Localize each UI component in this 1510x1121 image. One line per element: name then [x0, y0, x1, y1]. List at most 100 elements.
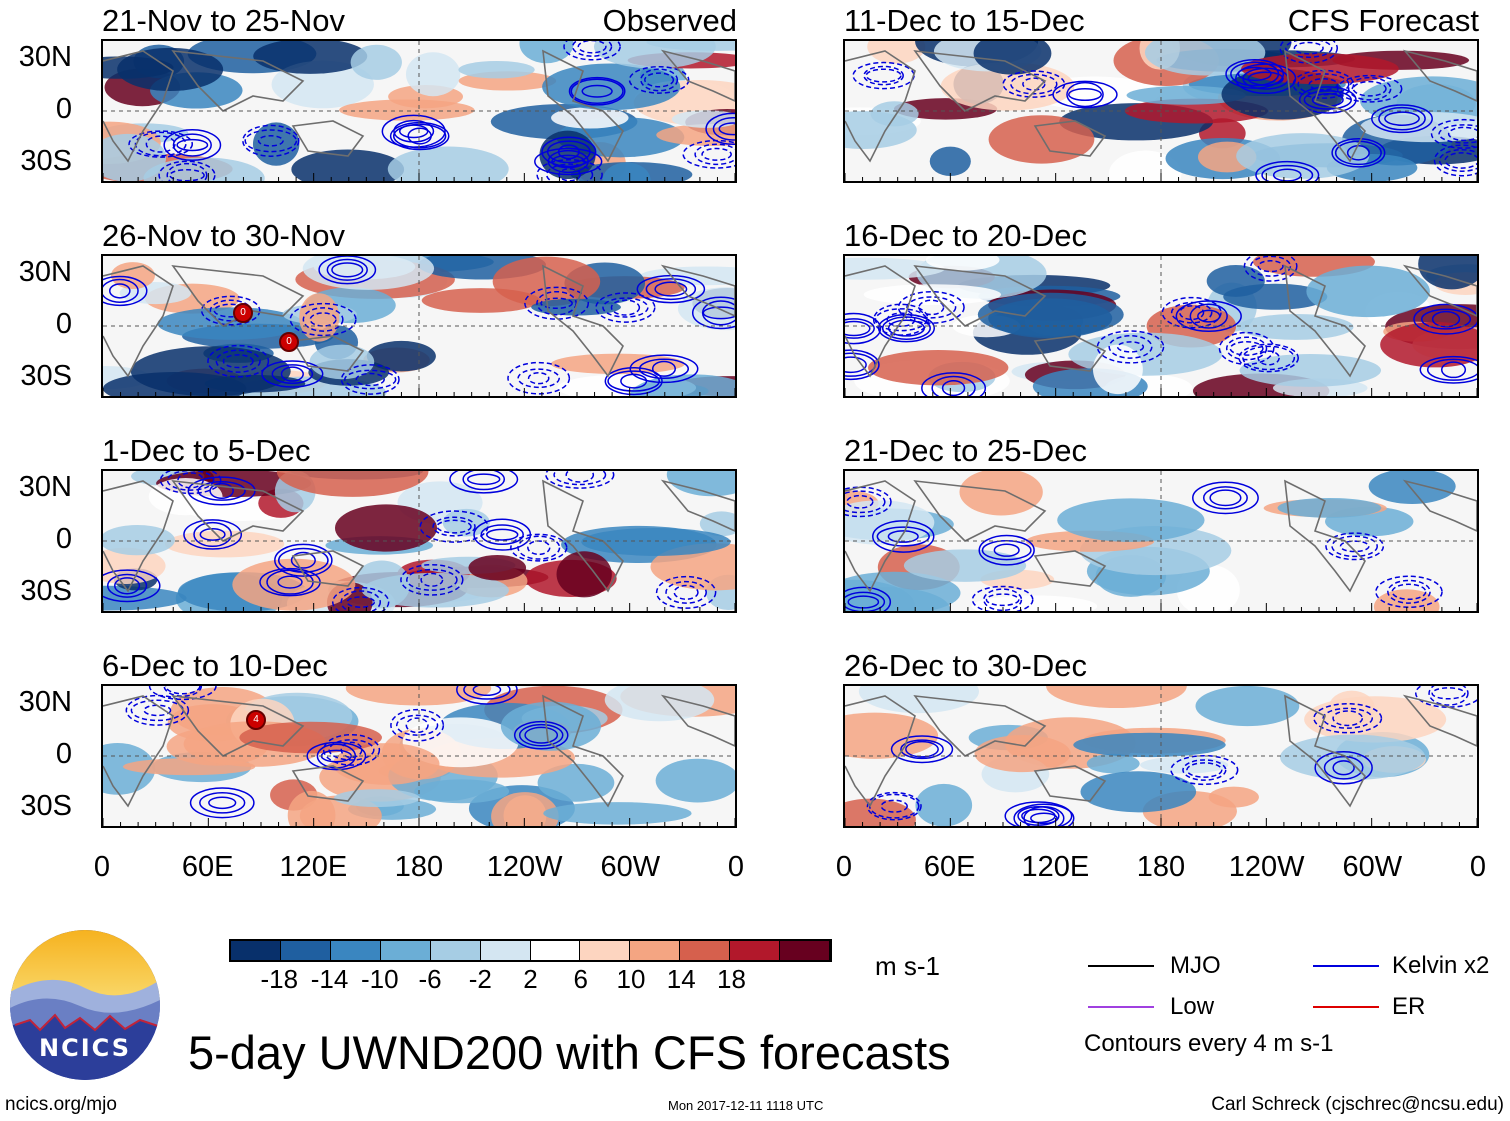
x-tick-label: 0 [727, 851, 745, 883]
kelvin-contour [507, 361, 571, 395]
anomaly-shade [492, 256, 601, 307]
kelvin-contour [604, 367, 663, 396]
kelvin-contour [463, 686, 511, 700]
coastline [660, 479, 735, 532]
coastline [1284, 479, 1366, 593]
legend-mjo: MJO [1170, 952, 1221, 979]
kelvin-contour [1179, 305, 1205, 321]
kelvin-contour [1431, 687, 1466, 700]
kelvin-contour [277, 575, 303, 589]
kelvin-contour [1387, 579, 1431, 604]
anomaly-shade [556, 551, 612, 598]
colorbar-swatch [680, 941, 731, 960]
colorbar-swatch [380, 941, 431, 960]
anomaly-shade [103, 525, 175, 556]
anomaly-shade [1080, 771, 1197, 813]
kelvin-contour [261, 360, 324, 388]
colorbar-level-label: 6 [573, 964, 588, 994]
coastline [171, 265, 305, 327]
coastline [1284, 694, 1366, 808]
kelvin-contour [1303, 90, 1352, 110]
kelvin-contour [941, 380, 966, 396]
kelvin-contour [159, 471, 222, 495]
storm-marker: 0 [233, 303, 253, 323]
x-tick-label: 120W [1228, 851, 1305, 883]
y-tick-label: 30N [18, 471, 72, 503]
anomaly-shade [973, 41, 1052, 75]
kelvin-contour [114, 577, 141, 595]
anomaly-shade [1239, 354, 1382, 387]
colorbar-level-label: -2 [468, 964, 492, 994]
kelvin-contour [645, 278, 697, 301]
panel-title-obs-3: 1-Dec to 5-Dec [102, 433, 311, 468]
kelvin-contour [1229, 341, 1264, 356]
kelvin-contour [1192, 481, 1259, 515]
x-tick-label: 120E [1021, 851, 1090, 883]
kelvin-contour [640, 68, 679, 92]
y-tick-label: 30N [18, 41, 72, 73]
logo-text: NCICS [39, 1034, 131, 1062]
kelvin-contour [1438, 124, 1477, 144]
kelvin-contour [1238, 343, 1299, 373]
contour-note: Contours every 4 m s-1 [1084, 1030, 1334, 1057]
kelvin-contour [581, 84, 613, 98]
anomaly-shade [858, 686, 979, 714]
kelvin-contour [398, 124, 429, 139]
kelvin-contour [344, 369, 397, 390]
anomaly-shade [491, 792, 559, 826]
kelvin-contour [106, 573, 148, 598]
coastline [1033, 335, 1107, 372]
kelvin-contour [1419, 355, 1477, 384]
anomaly-shade [1238, 314, 1354, 340]
kelvin-contour [318, 256, 377, 285]
anomaly-shade [302, 256, 435, 290]
kelvin-contour [845, 490, 886, 514]
coastline [913, 480, 1047, 542]
anomaly-shade [103, 585, 187, 611]
kelvin-contour [983, 588, 1023, 611]
colorbar-level-label: -10 [360, 964, 399, 994]
kelvin-contour [610, 299, 641, 316]
footer-timestamp: Mon 2017-12-11 1118 UTC [668, 1098, 824, 1113]
anomaly-shade [1368, 471, 1456, 504]
map-panel-obs-1 [101, 39, 737, 183]
kelvin-contour [331, 262, 364, 278]
anomaly-shade [287, 790, 336, 826]
kelvin-contour [472, 686, 502, 697]
kelvin-contour [197, 480, 246, 501]
coastline [542, 49, 624, 163]
kelvin-contour [346, 596, 376, 608]
coastline [1402, 264, 1477, 317]
anomaly-shade [925, 256, 1000, 271]
coastline [660, 264, 735, 317]
legend-line-kelvin [1313, 965, 1379, 967]
kelvin-contour [1431, 310, 1461, 328]
kelvin-contour [242, 124, 300, 157]
kelvin-contour [1052, 80, 1118, 109]
coastline [291, 335, 365, 372]
y-tick-label: 30S [20, 145, 72, 177]
anomaly-shade [387, 146, 509, 181]
kelvin-contour [1257, 260, 1284, 273]
kelvin-contour [189, 787, 255, 819]
kelvin-contour [1030, 812, 1058, 825]
kelvin-contour [540, 297, 573, 310]
kelvin-contour [1352, 80, 1387, 97]
colorbar-swatch [430, 941, 481, 960]
map-panel-obs-3 [101, 469, 737, 613]
kelvin-contour [1293, 41, 1324, 55]
anomaly-shade [309, 344, 375, 380]
kelvin-contour [164, 686, 201, 695]
colorbar-level-label: -14 [310, 964, 349, 994]
kelvin-contour [355, 372, 385, 387]
kelvin-contour [1066, 81, 1104, 108]
kelvin-contour [1336, 74, 1403, 103]
kelvin-contour [1272, 168, 1302, 181]
panel-title-fc-2: 16-Dec to 20-Dec [844, 218, 1087, 253]
kelvin-contour [876, 526, 930, 547]
coastline [1284, 264, 1366, 378]
anomaly-shade [291, 149, 405, 181]
kelvin-contour [1257, 350, 1280, 366]
kelvin-contour [985, 593, 1020, 607]
kelvin-contour [1022, 77, 1046, 91]
